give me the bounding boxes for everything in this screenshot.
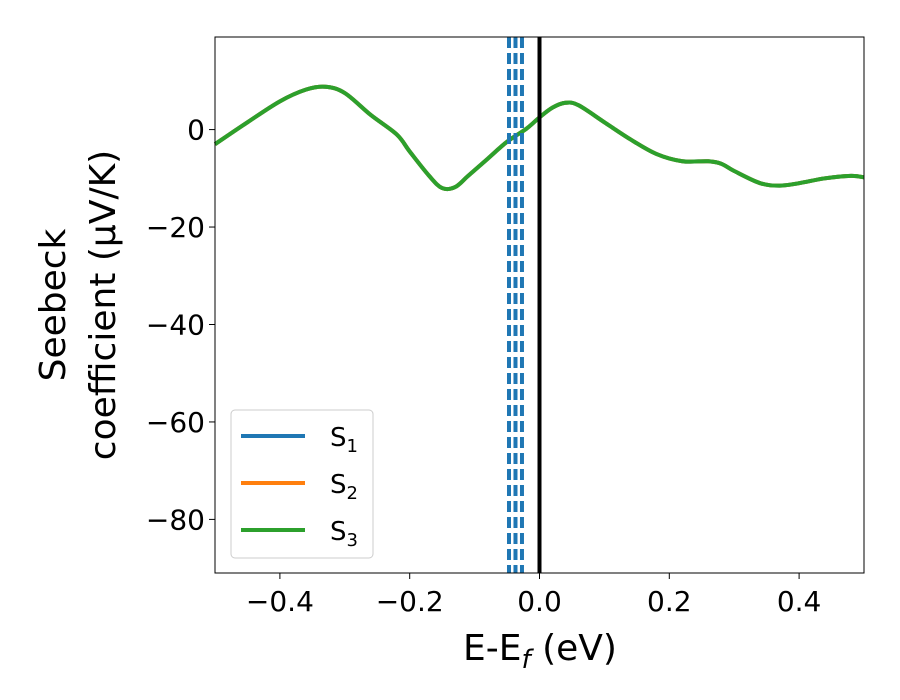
x-tick-label: 0.0	[517, 585, 562, 618]
x-tick-label: 0.4	[777, 585, 822, 618]
x-ticks: −0.4 −0.2 0.0 0.2 0.4	[246, 573, 821, 618]
x-axis-title-unit: (eV)	[531, 628, 617, 669]
x-axis-title: E-Ef (eV)	[463, 628, 617, 675]
y-tick-label: −40	[146, 308, 205, 341]
y-tick-label: 0	[187, 114, 205, 147]
vline-layer	[506, 37, 542, 573]
legend-label-s3: S3	[330, 517, 358, 551]
x-axis-title-main: E-E	[463, 628, 521, 669]
legend-label-s1: S1	[330, 423, 358, 457]
y-tick-label: −20	[146, 211, 205, 244]
y-axis-title-line2: coefficient (μV/K)	[83, 150, 124, 460]
legend-label-s2: S2	[330, 470, 358, 504]
x-tick-label: −0.2	[376, 585, 444, 618]
legend: S1 S2 S3	[230, 409, 374, 559]
y-axis-title-line1: Seebeck	[33, 228, 74, 381]
y-tick-label: −60	[146, 406, 205, 439]
x-tick-label: −0.4	[246, 585, 314, 618]
y-ticks: 0 −20 −40 −60 −80	[146, 114, 215, 536]
y-tick-label: −80	[146, 503, 205, 536]
x-tick-label: 0.2	[647, 585, 692, 618]
